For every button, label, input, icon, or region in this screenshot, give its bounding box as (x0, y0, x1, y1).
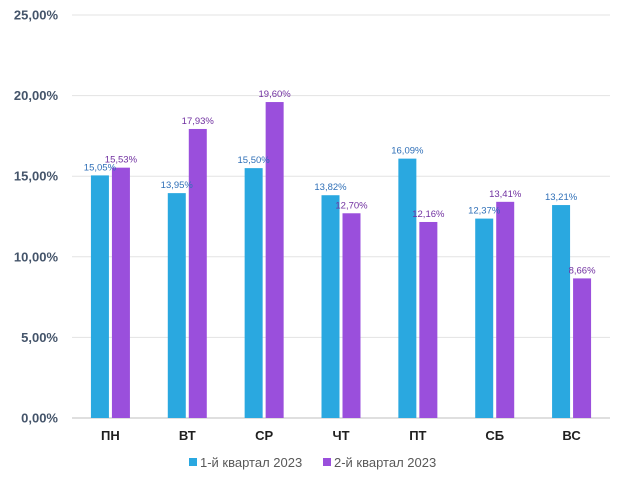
bar-1-1 (90, 175, 109, 418)
bar-1-4 (321, 195, 340, 418)
bar-2-1 (111, 167, 130, 418)
x-tick-label: ПН (101, 428, 120, 443)
data-label: 15,50% (238, 155, 271, 166)
data-label: 13,95% (161, 180, 194, 191)
y-tick-label: 5,00% (21, 330, 58, 345)
legend-swatch-2 (323, 458, 331, 466)
data-labels: 15,05%15,53% 13,95% 17,93% 15,50% 19,60% 13,8… (84, 89, 596, 276)
bar-1-3 (244, 168, 263, 418)
y-tick-label: 15,00% (14, 169, 59, 184)
data-label: 15,53% (105, 155, 138, 166)
x-tick-label: ПТ (409, 428, 426, 443)
data-label: 12,16% (412, 209, 445, 220)
legend: 1-й квартал 2023 2-й квартал 2023 (189, 455, 436, 470)
x-tick-label: СР (255, 428, 273, 443)
y-tick-label: 20,00% (14, 88, 59, 103)
data-label: 19,60% (259, 89, 292, 100)
data-label: 15,05% (84, 162, 117, 173)
bar-1-6 (475, 218, 494, 418)
data-label: 16,09% (391, 146, 424, 157)
data-label: 13,21% (545, 192, 578, 203)
y-tick-label: 10,00% (14, 249, 59, 264)
legend-swatch-1 (189, 458, 197, 466)
x-tick-label: ВС (562, 428, 581, 443)
data-label: 12,37% (468, 206, 501, 217)
data-label: 17,93% (182, 116, 215, 127)
bar-1-2 (167, 193, 186, 418)
bar-2-7 (573, 278, 592, 418)
bars (90, 102, 592, 419)
y-axis: 0,00% 5,00% 10,00% 15,00% 20,00% 25,00% (14, 8, 59, 426)
bar-2-4 (342, 213, 361, 418)
x-axis: ПН ВТ СР ЧТ ПТ СБ ВС (101, 428, 581, 443)
y-tick-label: 0,00% (21, 411, 58, 426)
data-label: 13,82% (314, 182, 347, 193)
x-tick-label: СБ (485, 428, 504, 443)
bar-2-6 (496, 201, 515, 418)
bar-1-7 (552, 205, 571, 418)
x-tick-label: ЧТ (332, 428, 349, 443)
y-tick-label: 25,00% (14, 8, 59, 23)
bar-1-5 (398, 158, 417, 418)
data-label: 12,70% (335, 200, 368, 211)
bar-2-3 (265, 102, 284, 418)
x-tick-label: ВТ (179, 428, 196, 443)
data-label: 8,66% (569, 265, 596, 276)
data-label: 13,41% (489, 189, 522, 200)
legend-label-2: 2-й квартал 2023 (334, 455, 436, 470)
gridlines (72, 14, 610, 419)
bar-2-2 (188, 128, 207, 419)
bar-2-5 (419, 221, 438, 418)
legend-label-1: 1-й квартал 2023 (200, 455, 302, 470)
